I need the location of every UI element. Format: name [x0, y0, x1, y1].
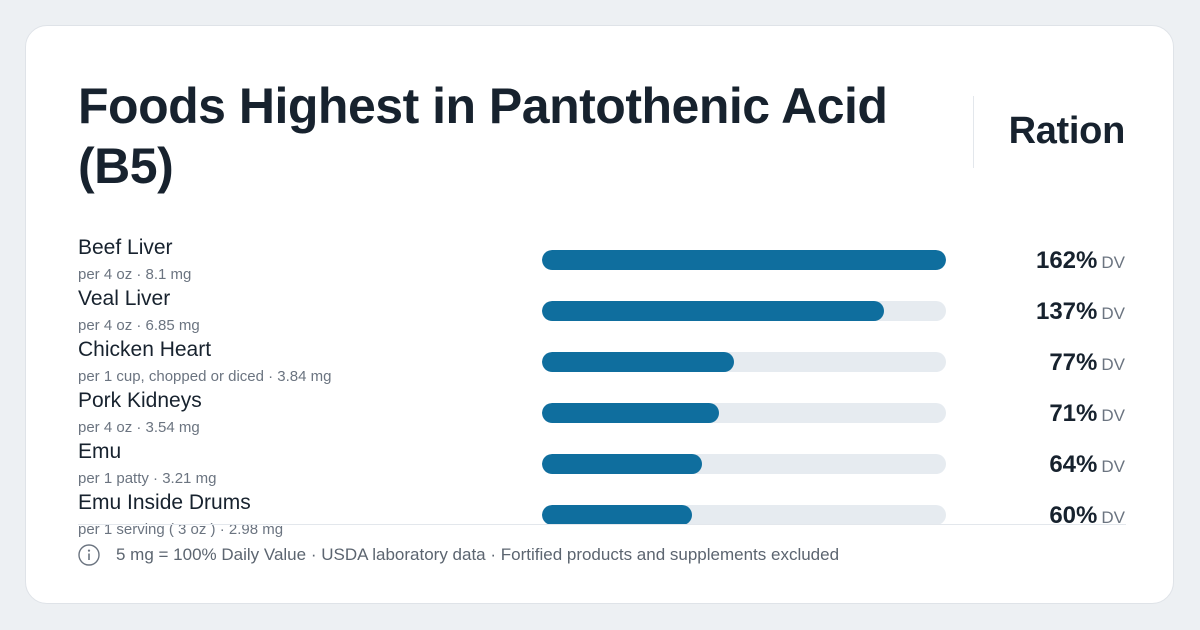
bar-track [542, 505, 946, 525]
value-label: 71% DV [1049, 400, 1125, 428]
bar-track [542, 301, 946, 321]
food-serving: per 1 cup, chopped or diced · 3.84 mg [78, 368, 332, 385]
food-name: Veal Liver [78, 287, 171, 310]
bar-row: Pork Kidneys per 4 oz · 3.54 mg 71% DV [26, 389, 1173, 440]
value-label: 60% DV [1049, 502, 1125, 530]
chart-title: Foods Highest in Pantothenic Acid (B5) [78, 78, 888, 194]
info-circle-icon [78, 544, 100, 566]
footnote: 5 mg = 100% Daily Value · USDA laborator… [116, 545, 840, 564]
bar-row: Emu per 1 patty · 3.21 mg 64% DV [26, 440, 1173, 491]
bar-row: Veal Liver per 4 oz · 6.85 mg 137% DV [26, 287, 1173, 338]
food-serving: per 1 serving ( 3 oz ) · 2.98 mg [78, 521, 284, 538]
food-name: Chicken Heart [78, 338, 212, 361]
bar [542, 301, 884, 321]
bar-track [542, 250, 946, 270]
value-number: 162% [1035, 247, 1098, 274]
bar-row: Beef Liver per 4 oz · 8.1 mg 162% DV [26, 236, 1173, 287]
bar-track [542, 403, 946, 423]
value-number: 137% [1035, 298, 1098, 325]
food-serving: per 4 oz · 8.1 mg [78, 266, 192, 283]
value-number: 64% [1049, 451, 1098, 478]
footer-divider [78, 524, 1126, 525]
value-unit: DV [1101, 457, 1125, 476]
bar-track [542, 352, 946, 372]
food-serving: per 4 oz · 3.54 mg [78, 419, 200, 436]
value-unit: DV [1101, 355, 1125, 374]
bar [542, 403, 720, 423]
value-label: 77% DV [1049, 349, 1125, 377]
food-name: Emu [78, 440, 122, 463]
value-number: 77% [1049, 349, 1098, 376]
value-unit: DV [1101, 253, 1125, 272]
bar-track [542, 454, 946, 474]
bar-row: Chicken Heart per 1 cup, chopped or diced… [26, 338, 1173, 389]
food-serving: per 1 patty · 3.21 mg [78, 470, 217, 487]
value-label: 162% DV [1036, 247, 1125, 275]
food-name: Pork Kidneys [78, 389, 202, 412]
bar [542, 505, 692, 525]
value-number: 71% [1049, 400, 1098, 427]
food-name: Beef Liver [78, 236, 173, 259]
value-label: 137% DV [1036, 298, 1125, 326]
value-unit: DV [1101, 406, 1125, 425]
value-unit: DV [1101, 304, 1125, 323]
bar-row: Emu Inside Drums per 1 serving ( 3 oz ) ·… [26, 491, 1173, 542]
chart-card: Foods Highest in Pantothenic Acid (B5) R… [25, 25, 1174, 604]
value-label: 64% DV [1049, 451, 1125, 479]
food-serving: per 4 oz · 6.85 mg [78, 317, 200, 334]
bar [542, 250, 946, 270]
brand-divider [973, 96, 974, 168]
value-unit: DV [1101, 508, 1125, 527]
brand-logo: Ration [1008, 110, 1126, 152]
bar [542, 454, 702, 474]
food-name: Emu Inside Drums [78, 491, 251, 514]
bar [542, 352, 735, 372]
